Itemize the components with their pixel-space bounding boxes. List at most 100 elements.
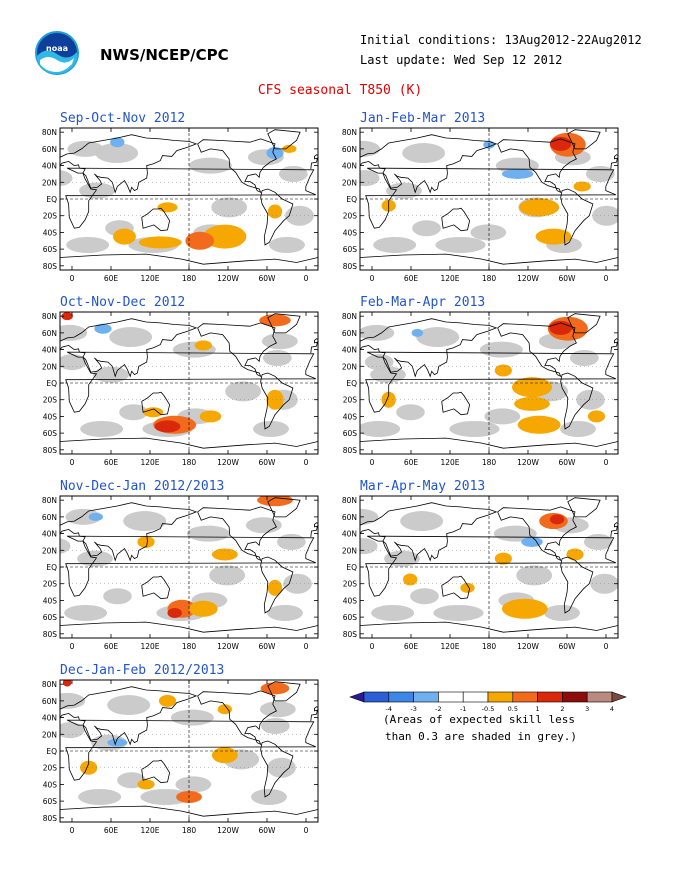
lat-label: 80N (42, 496, 57, 505)
lat-label: 40N (42, 346, 57, 355)
low-skill-area (277, 533, 306, 550)
low-skill-area (435, 236, 486, 253)
legend-swatch (388, 691, 414, 703)
lon-label: 60W (259, 458, 277, 467)
coastline (260, 556, 294, 614)
anomaly-area (137, 535, 155, 548)
map-field (60, 496, 318, 638)
lat-label: 60S (43, 245, 58, 254)
low-skill-area (371, 604, 415, 621)
map-svg: 80N 60N 40N 20N EQ 20S 40S 60S 80S 0 60E 120E 180 120… (42, 495, 319, 651)
lon-label: 120W (217, 274, 239, 283)
lon-label: 120W (217, 642, 239, 651)
lat-label: 20S (343, 396, 358, 405)
low-skill-area (402, 143, 446, 164)
lon-label: 120W (517, 274, 539, 283)
lat-label: 80S (343, 262, 358, 271)
low-skill-area (64, 604, 108, 621)
lon-label: 180 (482, 458, 497, 467)
panel-title-jfm: Jan-Feb-Mar 2013 (360, 111, 486, 126)
lat-label: 80N (342, 128, 357, 137)
coastline (65, 167, 316, 229)
low-skill-area (60, 692, 86, 709)
low-skill-area (140, 788, 191, 805)
low-skill-area (209, 565, 246, 586)
legend-label: 0.5 (508, 705, 518, 713)
coastline (65, 535, 316, 597)
legend-swatch (438, 691, 464, 703)
map-svg: 80N 60N 40N 20N EQ 20S 40S 60S 80S 0 60E 120E 180 120… (342, 311, 619, 467)
lon-label: 60W (559, 458, 577, 467)
lat-label: 40N (342, 346, 357, 355)
low-skill-area (267, 757, 296, 778)
lon-label: 60W (559, 274, 577, 283)
anomaly-area (501, 598, 548, 619)
coastline (441, 207, 471, 232)
low-skill-area (470, 224, 507, 241)
lon-label: 120E (140, 642, 159, 651)
anomaly-area (211, 747, 238, 764)
anomaly-area (267, 579, 283, 596)
low-skill-area (396, 404, 425, 421)
anomaly-area (157, 202, 178, 213)
coastline (560, 556, 594, 614)
coastline (360, 502, 498, 562)
anomaly-area (514, 396, 550, 411)
anomaly-area (535, 228, 572, 245)
anomaly-area (61, 312, 73, 321)
low-skill-area (484, 408, 521, 425)
lat-label: 40S (343, 596, 358, 605)
lat-label: EQ (346, 563, 357, 572)
low-skill-area (175, 776, 212, 793)
low-skill-area (516, 565, 553, 586)
lat-label: EQ (46, 747, 57, 756)
lat-label: 40S (43, 596, 58, 605)
lon-label: 120W (517, 642, 539, 651)
lon-label: 0 (304, 458, 309, 467)
last-update-text: Last update: Wed Sep 12 2012 (360, 53, 563, 67)
lon-label: 120E (140, 826, 159, 835)
low-skill-area (360, 324, 395, 341)
lat-label: 40S (43, 228, 58, 237)
map-panel-ond: 80N 60N 40N 20N EQ 20S 40S 60S 80S 0 60E 120E 180 120… (42, 311, 319, 467)
low-skill-area (253, 420, 289, 437)
map-field (360, 128, 618, 270)
lat-label: 20N (42, 730, 57, 739)
lat-label: 60N (342, 329, 357, 338)
low-skill-area (119, 404, 148, 421)
low-skill-area (560, 420, 596, 437)
panel-title-fma: Feb-Mar-Apr 2013 (360, 295, 486, 310)
low-skill-area (433, 604, 484, 621)
legend-label: 1 (536, 705, 540, 713)
coastline (360, 134, 498, 194)
coastline (197, 138, 277, 194)
panel-title-djf: Dec-Jan-Feb 2012/2013 (60, 663, 225, 678)
low-skill-area (60, 324, 88, 341)
lon-label: 0 (304, 274, 309, 283)
low-skill-area (186, 525, 230, 542)
anomaly-area (519, 198, 560, 217)
legend-swatch (537, 691, 563, 703)
legend-label: -1 (460, 705, 466, 713)
map-field (60, 128, 318, 270)
lon-label: 180 (182, 458, 197, 467)
anomaly-area (549, 514, 565, 525)
low-skill-area (370, 366, 406, 383)
coastline (60, 686, 198, 746)
coastline (310, 338, 318, 353)
anomaly-area (137, 779, 155, 790)
low-skill-area (66, 236, 110, 253)
lon-label: 60E (404, 458, 419, 467)
lon-label: 120E (140, 458, 159, 467)
map-panel-mam: 80N 60N 40N 20N EQ 20S 40S 60S 80S 0 60E 120E 180 120… (342, 495, 619, 651)
low-skill-area (225, 381, 262, 402)
lat-label: 80S (343, 630, 358, 639)
low-skill-area (77, 550, 113, 567)
coastline (141, 575, 171, 600)
coastline (267, 129, 301, 150)
lon-label: 60E (104, 458, 119, 467)
coastline (365, 351, 616, 413)
coastline (267, 681, 301, 702)
lat-label: 20S (343, 212, 358, 221)
low-skill-area (103, 588, 132, 605)
